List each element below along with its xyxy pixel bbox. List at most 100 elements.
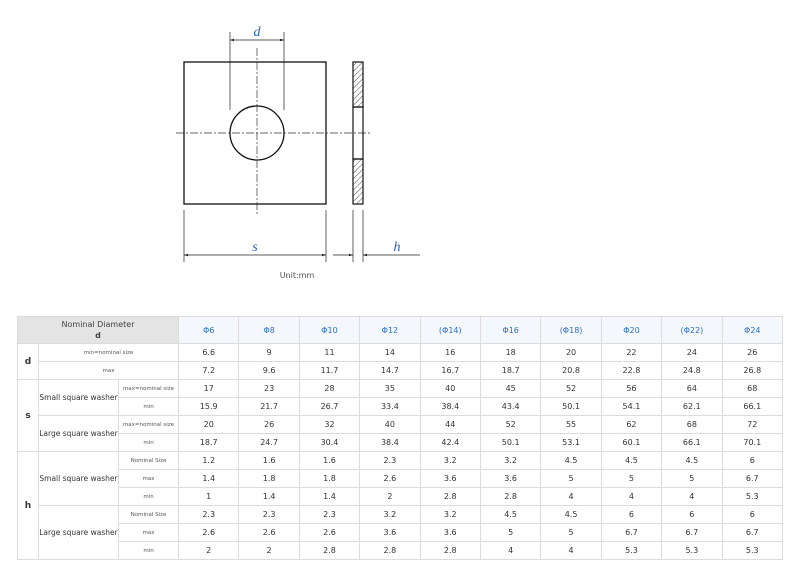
value-cell: 3.2	[419, 451, 481, 470]
value-cell: 2.6	[178, 523, 240, 542]
value-cell: 66.1	[721, 397, 784, 416]
value-cell: 2.3	[298, 505, 361, 524]
row-label: max	[37, 361, 180, 380]
value-cell: 24.7	[238, 433, 300, 452]
value-cell: 60.1	[600, 433, 663, 452]
value-cell: 38.4	[419, 397, 481, 416]
value-cell: 2	[359, 487, 421, 506]
row-label: min	[117, 433, 180, 452]
unit-note: Unit:mm	[280, 271, 315, 280]
value-cell: 5	[540, 523, 602, 542]
value-cell: 4	[540, 541, 602, 560]
value-cell: 5	[661, 469, 723, 488]
value-cell: 18	[479, 343, 542, 362]
value-cell: 2.8	[298, 541, 361, 560]
dim-label-s: s	[252, 240, 258, 255]
value-cell: 4	[479, 541, 542, 560]
value-cell: 24	[661, 343, 723, 362]
value-cell: 3.6	[419, 469, 481, 488]
value-cell: 45	[479, 379, 542, 398]
value-cell: 16	[419, 343, 481, 362]
value-cell: 4.5	[540, 451, 602, 470]
size-header: (Φ18)	[540, 316, 602, 344]
value-cell: 2.6	[298, 523, 361, 542]
value-cell: 56	[600, 379, 663, 398]
value-cell: 2.8	[419, 487, 481, 506]
size-header: Φ16	[479, 316, 542, 344]
value-cell: 20.8	[540, 361, 602, 380]
value-cell: 68	[721, 379, 784, 398]
value-cell: 38.4	[359, 433, 421, 452]
value-cell: 4.5	[661, 451, 723, 470]
row-label: min	[117, 487, 180, 506]
header-row: Nominal Diameter d Φ6 Φ8 Φ10 Φ12 (Φ14) Φ16 (Φ1…	[16, 316, 784, 344]
size-header: Φ10	[298, 316, 361, 344]
size-header: Φ20	[600, 316, 663, 344]
value-cell: 1.4	[178, 469, 240, 488]
value-cell: 2.6	[238, 523, 300, 542]
table-row: d min=nominal size 6.6 9 11 14 16 18 20 22 24 26	[17, 343, 784, 380]
value-cell: 21.7	[238, 397, 300, 416]
value-cell: 5	[600, 469, 663, 488]
value-cell: 62	[600, 415, 663, 434]
size-header: (Φ22)	[661, 316, 723, 344]
value-cell: 3.6	[359, 523, 421, 542]
row-label: max=nominal size	[117, 415, 180, 434]
value-cell: 26	[238, 415, 300, 434]
value-cell: 35	[359, 379, 421, 398]
value-cell: 9.6	[238, 361, 300, 380]
row-label: min=nominal size	[37, 343, 180, 362]
value-cell: 18.7	[178, 433, 240, 452]
value-cell: 6.7	[721, 523, 784, 542]
value-cell: 6	[600, 505, 663, 524]
value-cell: 1.8	[238, 469, 300, 488]
size-header: Φ12	[359, 316, 421, 344]
value-cell: 20	[540, 343, 602, 362]
value-cell: 2	[178, 541, 240, 560]
row-label: Nominal Size	[117, 505, 180, 524]
value-cell: 4	[540, 487, 602, 506]
value-cell: 33.4	[359, 397, 421, 416]
value-cell: 16.7	[419, 361, 481, 380]
table-row: min 2 2 2.8 2.8 2.8 4 4 5.3 5.3 5.3	[18, 541, 784, 560]
value-cell: 52	[540, 379, 602, 398]
value-cell: 40	[359, 415, 421, 434]
table-row: min 15.9 21.7 26.7 33.4 38.4 43.4 50.1 54.1 62.1 6…	[18, 397, 784, 416]
row-label: min	[117, 541, 180, 560]
header-title: Nominal Diameter	[61, 320, 135, 329]
subgroup-name: Small square washer	[38, 451, 119, 506]
value-cell: 4.5	[479, 505, 542, 524]
value-cell: 54.1	[600, 397, 663, 416]
table-row: h Small square washer Nominal Size 1.2 1.6 1.…	[17, 451, 784, 560]
dim-label-d: d	[254, 25, 262, 40]
value-cell: 66.1	[661, 433, 723, 452]
value-cell: 6.7	[661, 523, 723, 542]
value-cell: 28	[298, 379, 361, 398]
value-cell: 3.6	[419, 523, 481, 542]
value-cell: 2	[238, 541, 300, 560]
value-cell: 5.3	[661, 541, 723, 560]
row-label: max	[117, 469, 180, 488]
value-cell: 55	[540, 415, 602, 434]
value-cell: 4	[600, 487, 663, 506]
value-cell: 2.3	[178, 505, 240, 524]
value-cell: 1.8	[298, 469, 361, 488]
value-cell: 2.8	[359, 541, 421, 560]
value-cell: 22.8	[600, 361, 663, 380]
header-corner: Nominal Diameter d	[16, 316, 180, 344]
value-cell: 3.2	[419, 505, 481, 524]
table-row: min 1 1.4 1.4 2 2.8 2.8 4 4 4 5.3	[18, 487, 784, 506]
value-cell: 20	[178, 415, 240, 434]
value-cell: 6.7	[600, 523, 663, 542]
dim-label-h: h	[394, 240, 401, 255]
value-cell: 1	[178, 487, 240, 506]
value-cell: 15.9	[178, 397, 240, 416]
size-header: Φ6	[178, 316, 240, 344]
row-label: max	[117, 523, 180, 542]
value-cell: 72	[721, 415, 784, 434]
value-cell: 6	[721, 505, 784, 524]
table-row: Large square washer Nominal Size 2.3 2.3 2.3…	[18, 505, 784, 560]
value-cell: 24.8	[661, 361, 723, 380]
value-cell: 3.6	[479, 469, 542, 488]
